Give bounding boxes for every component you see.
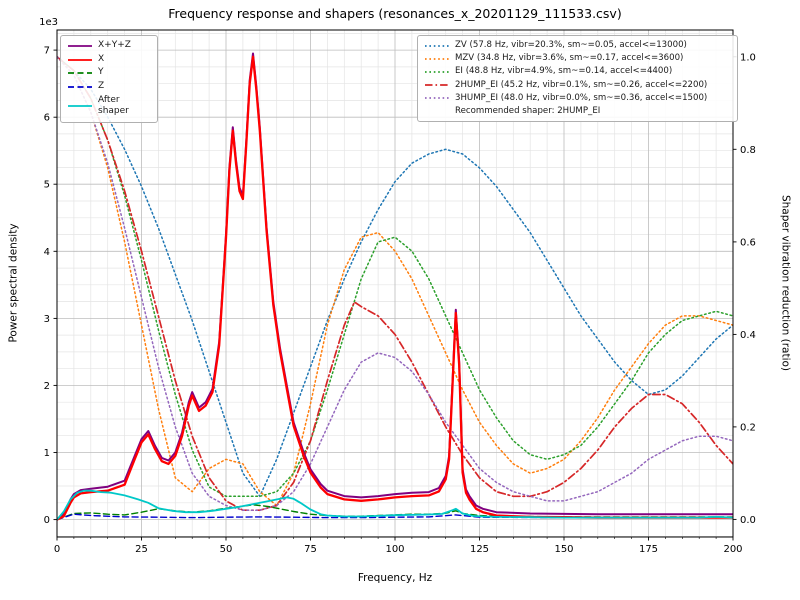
svg-text:1.0: 1.0 — [740, 52, 756, 63]
legend-line-sample — [68, 44, 92, 47]
recommended-shaper-note: Recommended shaper: 2HUMP_EI — [455, 105, 601, 116]
y-axis-right-label: Shaper vibration reduction (ratio) — [779, 194, 792, 372]
legend-item: Y — [67, 67, 150, 79]
legend-item: 3HUMP_EI (48.0 Hz, vibr=0.0%, sm~=0.36, … — [424, 93, 730, 104]
legend-item: After shaper — [67, 95, 150, 118]
legend-item-label: 3HUMP_EI (48.0 Hz, vibr=0.0%, sm~=0.36, … — [455, 92, 708, 103]
svg-text:0: 0 — [54, 544, 60, 555]
legend-line-sample — [425, 57, 449, 60]
svg-text:0.0: 0.0 — [740, 515, 756, 526]
legend-item-label: Y — [98, 67, 104, 78]
y-axis-left-label: Power spectral density — [7, 223, 20, 343]
svg-text:200: 200 — [723, 544, 742, 555]
chart-title: Frequency response and shapers (resonanc… — [168, 6, 622, 21]
legend-item-label: EI (48.8 Hz, vibr=4.9%, sm~=0.14, accel<… — [455, 66, 673, 77]
legend-item-label: 2HUMP_EI (45.2 Hz, vibr=0.1%, sm~=0.26, … — [455, 79, 708, 90]
svg-text:25: 25 — [135, 544, 148, 555]
svg-text:125: 125 — [470, 544, 489, 555]
legend-line-sample — [68, 58, 92, 61]
series-after_shaper — [57, 489, 733, 521]
legend-line-sample — [68, 86, 92, 88]
series-group — [57, 52, 733, 521]
legend-item: Z — [67, 81, 150, 93]
legend-item-label: After shaper — [98, 94, 129, 117]
legend-item: ZV (57.8 Hz, vibr=20.3%, sm~=0.05, accel… — [424, 40, 730, 51]
svg-text:50: 50 — [220, 544, 233, 555]
legend-psd: X+Y+Z X Y Z After shaper — [60, 35, 158, 124]
series-3hump_ei — [57, 56, 733, 511]
svg-text:100: 100 — [385, 544, 404, 555]
svg-text:6: 6 — [44, 113, 50, 124]
legend-item-label: X — [98, 53, 105, 64]
legend-line-sample — [68, 72, 92, 75]
svg-text:4: 4 — [44, 247, 50, 258]
legend-item-label: X+Y+Z — [98, 40, 131, 50]
svg-text:0.6: 0.6 — [740, 237, 756, 248]
svg-text:3: 3 — [44, 314, 50, 325]
legend-item: X — [67, 54, 150, 66]
legend-item-label: Z — [98, 81, 105, 92]
legend-shapers: ZV (57.8 Hz, vibr=20.3%, sm~=0.05, accel… — [417, 35, 738, 123]
x-axis-label: Frequency, Hz — [357, 572, 433, 584]
legend-note-row: Recommended shaper: 2HUMP_EI — [424, 106, 730, 117]
legend-item: MZV (34.8 Hz, vibr=3.6%, sm~=0.17, accel… — [424, 53, 730, 64]
y-left-offset-text: 1e3 — [39, 17, 58, 28]
svg-text:2: 2 — [44, 381, 50, 392]
svg-text:175: 175 — [639, 544, 658, 555]
series-mzv — [57, 56, 733, 507]
svg-text:0.8: 0.8 — [740, 145, 756, 156]
legend-item: 2HUMP_EI (45.2 Hz, vibr=0.1%, sm~=0.26, … — [424, 80, 730, 91]
series-zv — [57, 56, 733, 498]
svg-text:7: 7 — [44, 46, 50, 57]
svg-text:150: 150 — [554, 544, 573, 555]
series-2hump_ei — [57, 55, 733, 512]
svg-text:1: 1 — [44, 448, 50, 459]
legend-line-sample — [68, 105, 92, 108]
legend-line-sample — [425, 84, 449, 86]
svg-text:0.2: 0.2 — [740, 422, 756, 433]
legend-item: X+Y+Z — [67, 40, 150, 52]
legend-item: EI (48.8 Hz, vibr=4.9%, sm~=0.14, accel<… — [424, 66, 730, 77]
legend-item-label: ZV (57.8 Hz, vibr=20.3%, sm~=0.05, accel… — [455, 40, 687, 50]
axis-ticks: 0 25 50 75 100 125 150 175 200 0 1 2 3 4 5 6 7 0.0 0.2 0.4 0… — [39, 17, 756, 555]
svg-text:5: 5 — [44, 180, 50, 191]
svg-text:0: 0 — [44, 515, 50, 526]
series-x_psd — [57, 55, 733, 521]
svg-text:0.4: 0.4 — [740, 330, 756, 341]
series-ei — [57, 56, 733, 498]
legend-line-sample — [425, 44, 449, 47]
svg-text:75: 75 — [304, 544, 317, 555]
legend-line-sample — [425, 71, 449, 73]
legend-line-sample — [425, 97, 449, 100]
legend-item-label: MZV (34.8 Hz, vibr=3.6%, sm~=0.17, accel… — [455, 53, 684, 64]
